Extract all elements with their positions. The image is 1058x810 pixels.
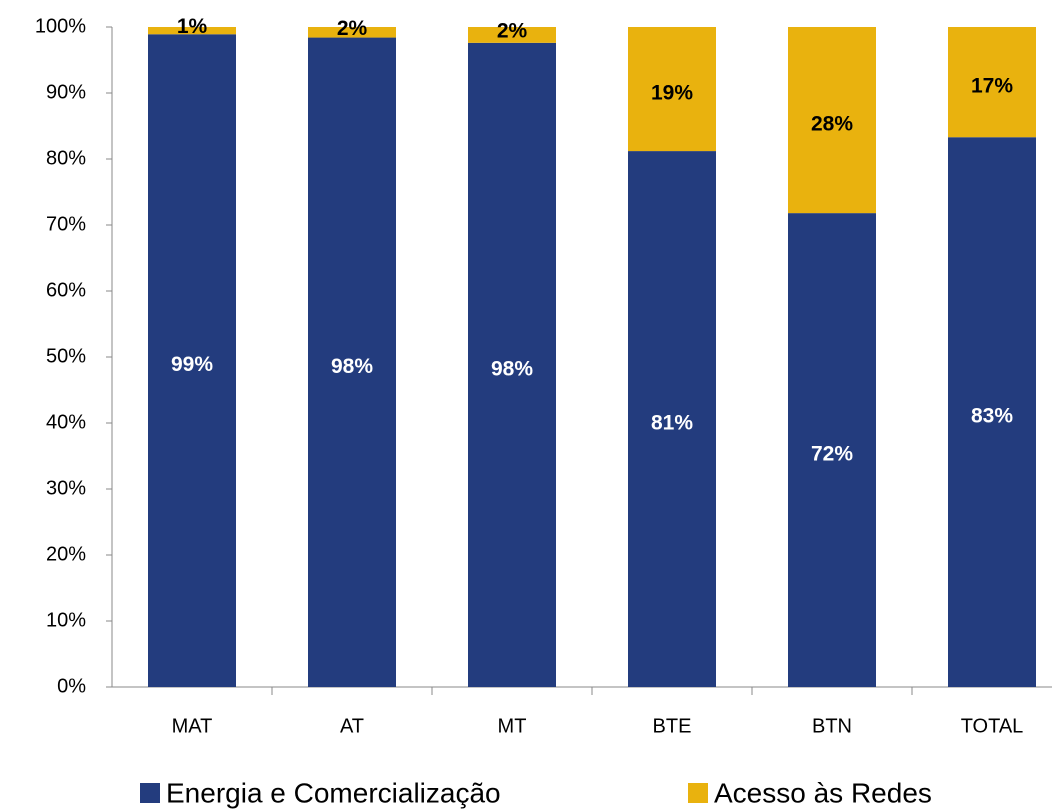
- bar-segment: [148, 34, 236, 687]
- x-tick-label: BTN: [812, 715, 852, 737]
- y-tick-label: 40%: [46, 411, 86, 433]
- bar-segment: [948, 137, 1036, 688]
- data-label: 83%: [971, 405, 1013, 428]
- data-label: 19%: [651, 82, 693, 105]
- legend-label: Acesso às Redes: [714, 777, 932, 808]
- data-label: 99%: [171, 353, 213, 376]
- data-label: 1%: [177, 15, 208, 38]
- data-label: 17%: [971, 75, 1013, 98]
- bar-segment: [628, 151, 716, 687]
- y-tick-label: 60%: [46, 279, 86, 301]
- legend-swatch: [140, 783, 160, 803]
- y-tick-label: 80%: [46, 147, 86, 169]
- bar-segment: [628, 27, 716, 152]
- legend-label: Energia e Comercialização: [166, 777, 501, 808]
- data-label: 72%: [811, 443, 853, 466]
- data-label: 81%: [651, 412, 693, 435]
- data-label: 2%: [497, 19, 528, 42]
- y-tick-label: 0%: [57, 675, 86, 697]
- y-tick-label: 30%: [46, 477, 86, 499]
- bar-segment: [308, 37, 396, 688]
- data-label: 28%: [811, 113, 853, 136]
- legend-swatch: [688, 783, 708, 803]
- data-label: 2%: [337, 17, 368, 40]
- bar-segment: [788, 27, 876, 214]
- bar-segment: [788, 213, 876, 687]
- x-tick-label: BTE: [653, 715, 692, 737]
- x-tick-label: MT: [498, 715, 527, 737]
- x-tick-label: MAT: [172, 715, 213, 737]
- data-label: 98%: [331, 355, 373, 378]
- bar-segment: [468, 42, 556, 687]
- bar-segment: [148, 27, 236, 35]
- y-tick-label: 10%: [46, 609, 86, 631]
- y-tick-label: 90%: [46, 81, 86, 103]
- data-label: 98%: [491, 357, 533, 380]
- y-tick-label: 100%: [35, 15, 86, 37]
- x-tick-label: TOTAL: [961, 715, 1024, 737]
- y-tick-label: 50%: [46, 345, 86, 367]
- bar-segment: [468, 27, 556, 43]
- x-tick-label: AT: [340, 715, 364, 737]
- bar-segment: [308, 27, 396, 38]
- y-tick-label: 20%: [46, 543, 86, 565]
- bar-segment: [948, 27, 1036, 138]
- y-tick-label: 70%: [46, 213, 86, 235]
